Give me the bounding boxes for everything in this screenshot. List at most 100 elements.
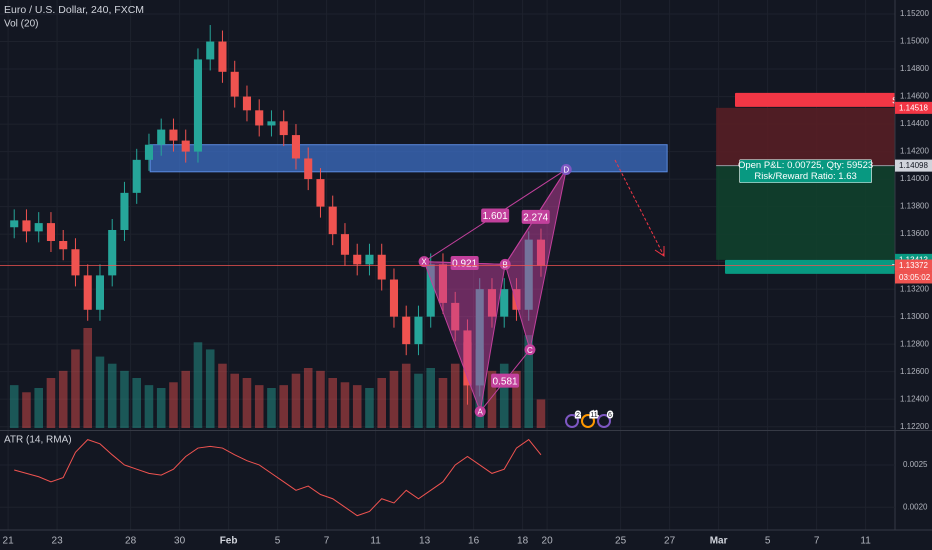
candle-body (291, 135, 301, 159)
x-tick-label: 20 (542, 536, 554, 547)
volume-bar (34, 388, 43, 428)
countdown-bg (895, 271, 932, 284)
candle-body (328, 206, 337, 235)
y-tick-label: 1.15200 (900, 9, 929, 18)
y-tick-label: 1.14600 (900, 92, 929, 101)
volume-bar (401, 363, 411, 428)
candle-body (108, 229, 117, 276)
volume-bar (156, 388, 166, 428)
candle-body (34, 223, 43, 232)
volume-bar (267, 388, 276, 428)
candle-body (157, 129, 166, 145)
candle-body (500, 289, 509, 317)
pattern-point-label: B (503, 260, 508, 269)
volume-bar (58, 370, 68, 428)
ratio-label: 2.274 (523, 213, 548, 224)
volume-bar (120, 370, 129, 428)
x-tick-label: 18 (517, 536, 529, 547)
candle-body (389, 279, 399, 317)
volume-bar (46, 378, 56, 428)
candle-body (426, 264, 435, 317)
candle-body (132, 159, 141, 193)
volume-bar (181, 370, 191, 428)
volume-bar (328, 378, 338, 428)
volume-bar (414, 373, 423, 428)
entry-price-label: 1.14098 (899, 161, 928, 170)
volume-bar (352, 385, 362, 428)
pnl-box (739, 159, 872, 183)
candle-body (377, 254, 386, 280)
volume-bar (83, 328, 92, 428)
volume-bar (389, 370, 399, 428)
pattern-point-label: A (478, 408, 484, 417)
candle-body (22, 220, 31, 232)
ratio-label-bg (521, 209, 550, 224)
x-tick-label: 23 (52, 536, 64, 547)
candle-body (169, 129, 178, 141)
ratio-label: 0.921 (452, 259, 477, 270)
volume-bar (193, 342, 203, 428)
event-badge[interactable] (581, 414, 595, 428)
x-tick-label: 30 (174, 536, 186, 547)
last-price-label: 1.13372 (899, 261, 928, 270)
volume-bar (340, 382, 350, 428)
volume-bar (132, 378, 141, 428)
candle-body (402, 316, 411, 345)
volume-bar (242, 378, 252, 428)
y-tick-label: 1.14200 (900, 147, 929, 156)
last-price-label-bg (895, 259, 932, 272)
candle-body (255, 110, 264, 126)
candle-body (304, 158, 313, 180)
candle-body (120, 192, 129, 230)
chart-title: Euro / U.S. Dollar, 240, FXCM (4, 4, 144, 16)
x-tick-label: 21 (3, 536, 15, 547)
y-tick-label: 1.12400 (900, 394, 929, 403)
target-text-bg (725, 259, 895, 274)
y-tick-label: 1.12200 (900, 422, 929, 431)
event-badge-label: 6 (608, 412, 612, 419)
ratio-label-bg (481, 208, 510, 223)
volume-bar (218, 363, 227, 428)
ratio-label-bg (491, 373, 520, 388)
event-badge[interactable] (565, 414, 579, 428)
volume-bar (316, 370, 325, 428)
y-tick-label: 1.14800 (900, 64, 929, 73)
volume-bar (426, 368, 436, 428)
pattern-point (524, 344, 536, 356)
event-badge[interactable] (597, 414, 611, 428)
volume-bar (487, 370, 497, 428)
pattern-point (474, 406, 486, 418)
pattern-point (499, 258, 511, 270)
candle-body (365, 254, 374, 265)
candle-body (83, 275, 92, 310)
y-tick-label: 1.15000 (900, 37, 929, 46)
candle-body (242, 96, 252, 111)
x-tick-label: 27 (664, 536, 676, 547)
pattern-point-label: D (563, 166, 569, 175)
x-tick-label: 11 (860, 536, 871, 547)
volume-bar (512, 370, 521, 428)
y-tick-label: 1.13800 (900, 202, 929, 211)
x-tick-label: Mar (710, 536, 728, 547)
volume-bar (365, 388, 374, 428)
candle-body (193, 59, 203, 152)
volume-bar (71, 349, 80, 428)
volume-bar (169, 382, 178, 428)
candle-body (267, 121, 276, 126)
pnl-text: Open P&L: 0.00725, Qty: 59523 (738, 160, 873, 171)
candle-body (353, 254, 362, 265)
y-tick-label: 1.13600 (900, 229, 929, 238)
y-tick-label: 0.0020 (903, 502, 928, 511)
event-badge-label: 2 (576, 412, 580, 419)
pattern-point-label: C (527, 346, 533, 355)
y-tick-label: 1.14000 (900, 174, 929, 183)
x-tick-label: 16 (468, 536, 480, 547)
ratio-label-bg (450, 256, 479, 271)
candle-body (144, 144, 154, 160)
volume-bar (230, 373, 240, 428)
candle-body (10, 220, 19, 228)
candle-body (181, 140, 190, 152)
volume-bar (524, 335, 534, 428)
x-tick-label: 25 (615, 536, 627, 547)
